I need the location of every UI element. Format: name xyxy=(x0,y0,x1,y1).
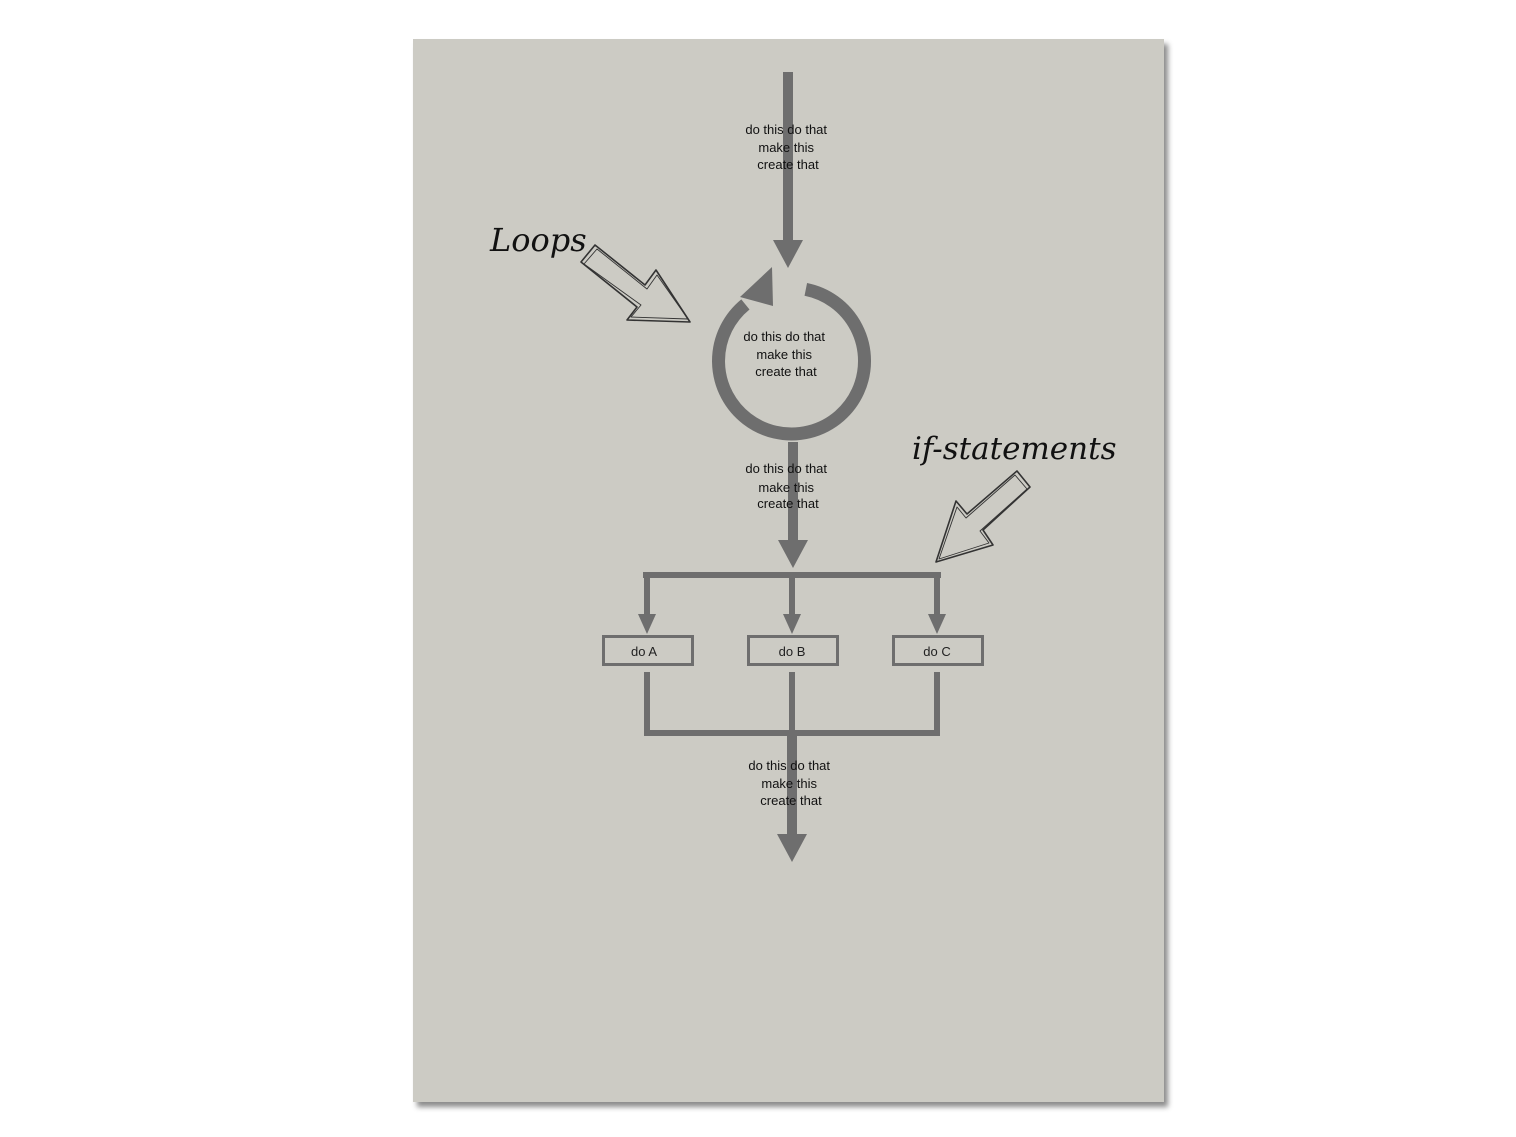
branch-merge xyxy=(644,672,940,736)
branch-box-c: do C xyxy=(892,635,984,666)
if-statements-pointer-arrow xyxy=(935,470,1031,563)
if-statements-annotation: if-statements xyxy=(912,431,1116,467)
loop-circle-arrow xyxy=(712,267,871,441)
bottom-flow-arrow xyxy=(777,736,807,862)
top-flow-arrow xyxy=(773,72,803,268)
step-note-middle: do this do that make this create that xyxy=(745,461,830,511)
branch-box-a: do A xyxy=(602,635,694,666)
step-note-bottom: do this do that make this create that xyxy=(748,758,833,808)
branch-split xyxy=(638,572,946,634)
step-note-top: do this do that make this create that xyxy=(745,122,830,172)
branch-label-c: do C xyxy=(923,644,950,659)
branch-box-b: do B xyxy=(747,635,839,666)
loops-pointer-arrow xyxy=(580,244,691,323)
step-note-loop: do this do that make this create that xyxy=(743,329,828,379)
loops-annotation: Loops xyxy=(489,221,587,259)
branch-label-b: do B xyxy=(779,644,806,659)
middle-flow-arrow xyxy=(778,442,808,568)
branch-label-a: do A xyxy=(631,644,657,659)
